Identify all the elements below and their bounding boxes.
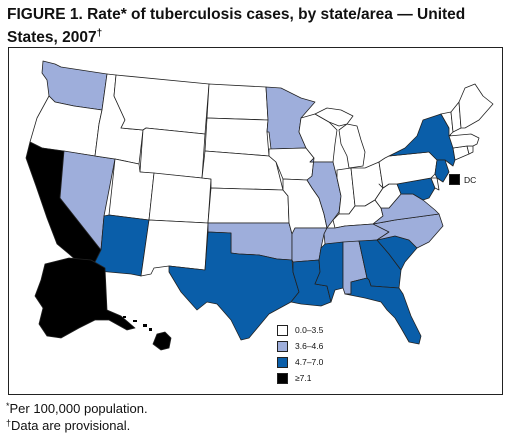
map-frame — [8, 47, 503, 395]
legend-swatch — [277, 372, 288, 384]
state-MT — [113, 74, 210, 135]
legend-item: ≥7.1 — [277, 370, 323, 386]
legend-item: 0.0–3.5 — [277, 322, 323, 338]
title-dagger: † — [96, 28, 103, 39]
state-SD — [204, 117, 270, 157]
legend-label: 0.0–3.5 — [295, 325, 324, 335]
footnotes: *Per 100,000 population. †Data are provi… — [6, 399, 148, 433]
footnote-provisional: †Data are provisional. — [6, 416, 148, 433]
legend-item: 4.7–7.0 — [277, 354, 323, 370]
dc-label: DC — [464, 174, 477, 185]
state-ME — [458, 83, 494, 129]
state-KS — [207, 187, 290, 224]
state-VT — [440, 111, 454, 137]
legend: 0.0–3.5 3.6–4.6 4.7–7.0 ≥7.1 — [277, 322, 323, 386]
state-AK — [34, 257, 136, 339]
state-HI — [152, 331, 172, 351]
title-line-2: States, 2007 — [7, 29, 97, 46]
legend-label: ≥7.1 — [295, 373, 312, 383]
footnote-text: Per 100,000 population. — [9, 401, 148, 416]
legend-swatch — [277, 356, 288, 368]
legend-swatch — [277, 340, 288, 352]
legend-label: 3.6–4.6 — [295, 341, 324, 351]
legend-item: 3.6–4.6 — [277, 338, 323, 354]
legend-swatch — [277, 324, 288, 336]
legend-label: 4.7–7.0 — [295, 357, 324, 367]
state-DE — [430, 177, 440, 191]
state-NM — [140, 219, 209, 277]
footnote-mark: † — [6, 418, 12, 428]
state-TX — [168, 231, 300, 341]
state-CO — [148, 172, 212, 224]
state-FL — [344, 277, 422, 345]
dc-indicator: DC — [449, 174, 476, 185]
us-choropleth-map — [25, 60, 494, 351]
footnote-rate: *Per 100,000 population. — [6, 399, 148, 416]
hawaii-small-islands — [123, 316, 152, 331]
title-line-1: FIGURE 1. Rate* of tuberculosis cases, b… — [7, 6, 466, 23]
state-MI-upper — [314, 107, 354, 127]
figure-title: FIGURE 1. Rate* of tuberculosis cases, b… — [7, 5, 507, 47]
state-ND — [206, 83, 269, 121]
state-WY — [139, 127, 206, 179]
state-MI — [338, 123, 366, 169]
dc-swatch — [449, 174, 460, 185]
footnote-text: Data are provisional. — [11, 418, 131, 433]
state-CT — [452, 145, 470, 161]
footnote-mark: * — [6, 401, 10, 411]
state-NJ — [434, 159, 450, 183]
state-MA — [448, 133, 480, 149]
